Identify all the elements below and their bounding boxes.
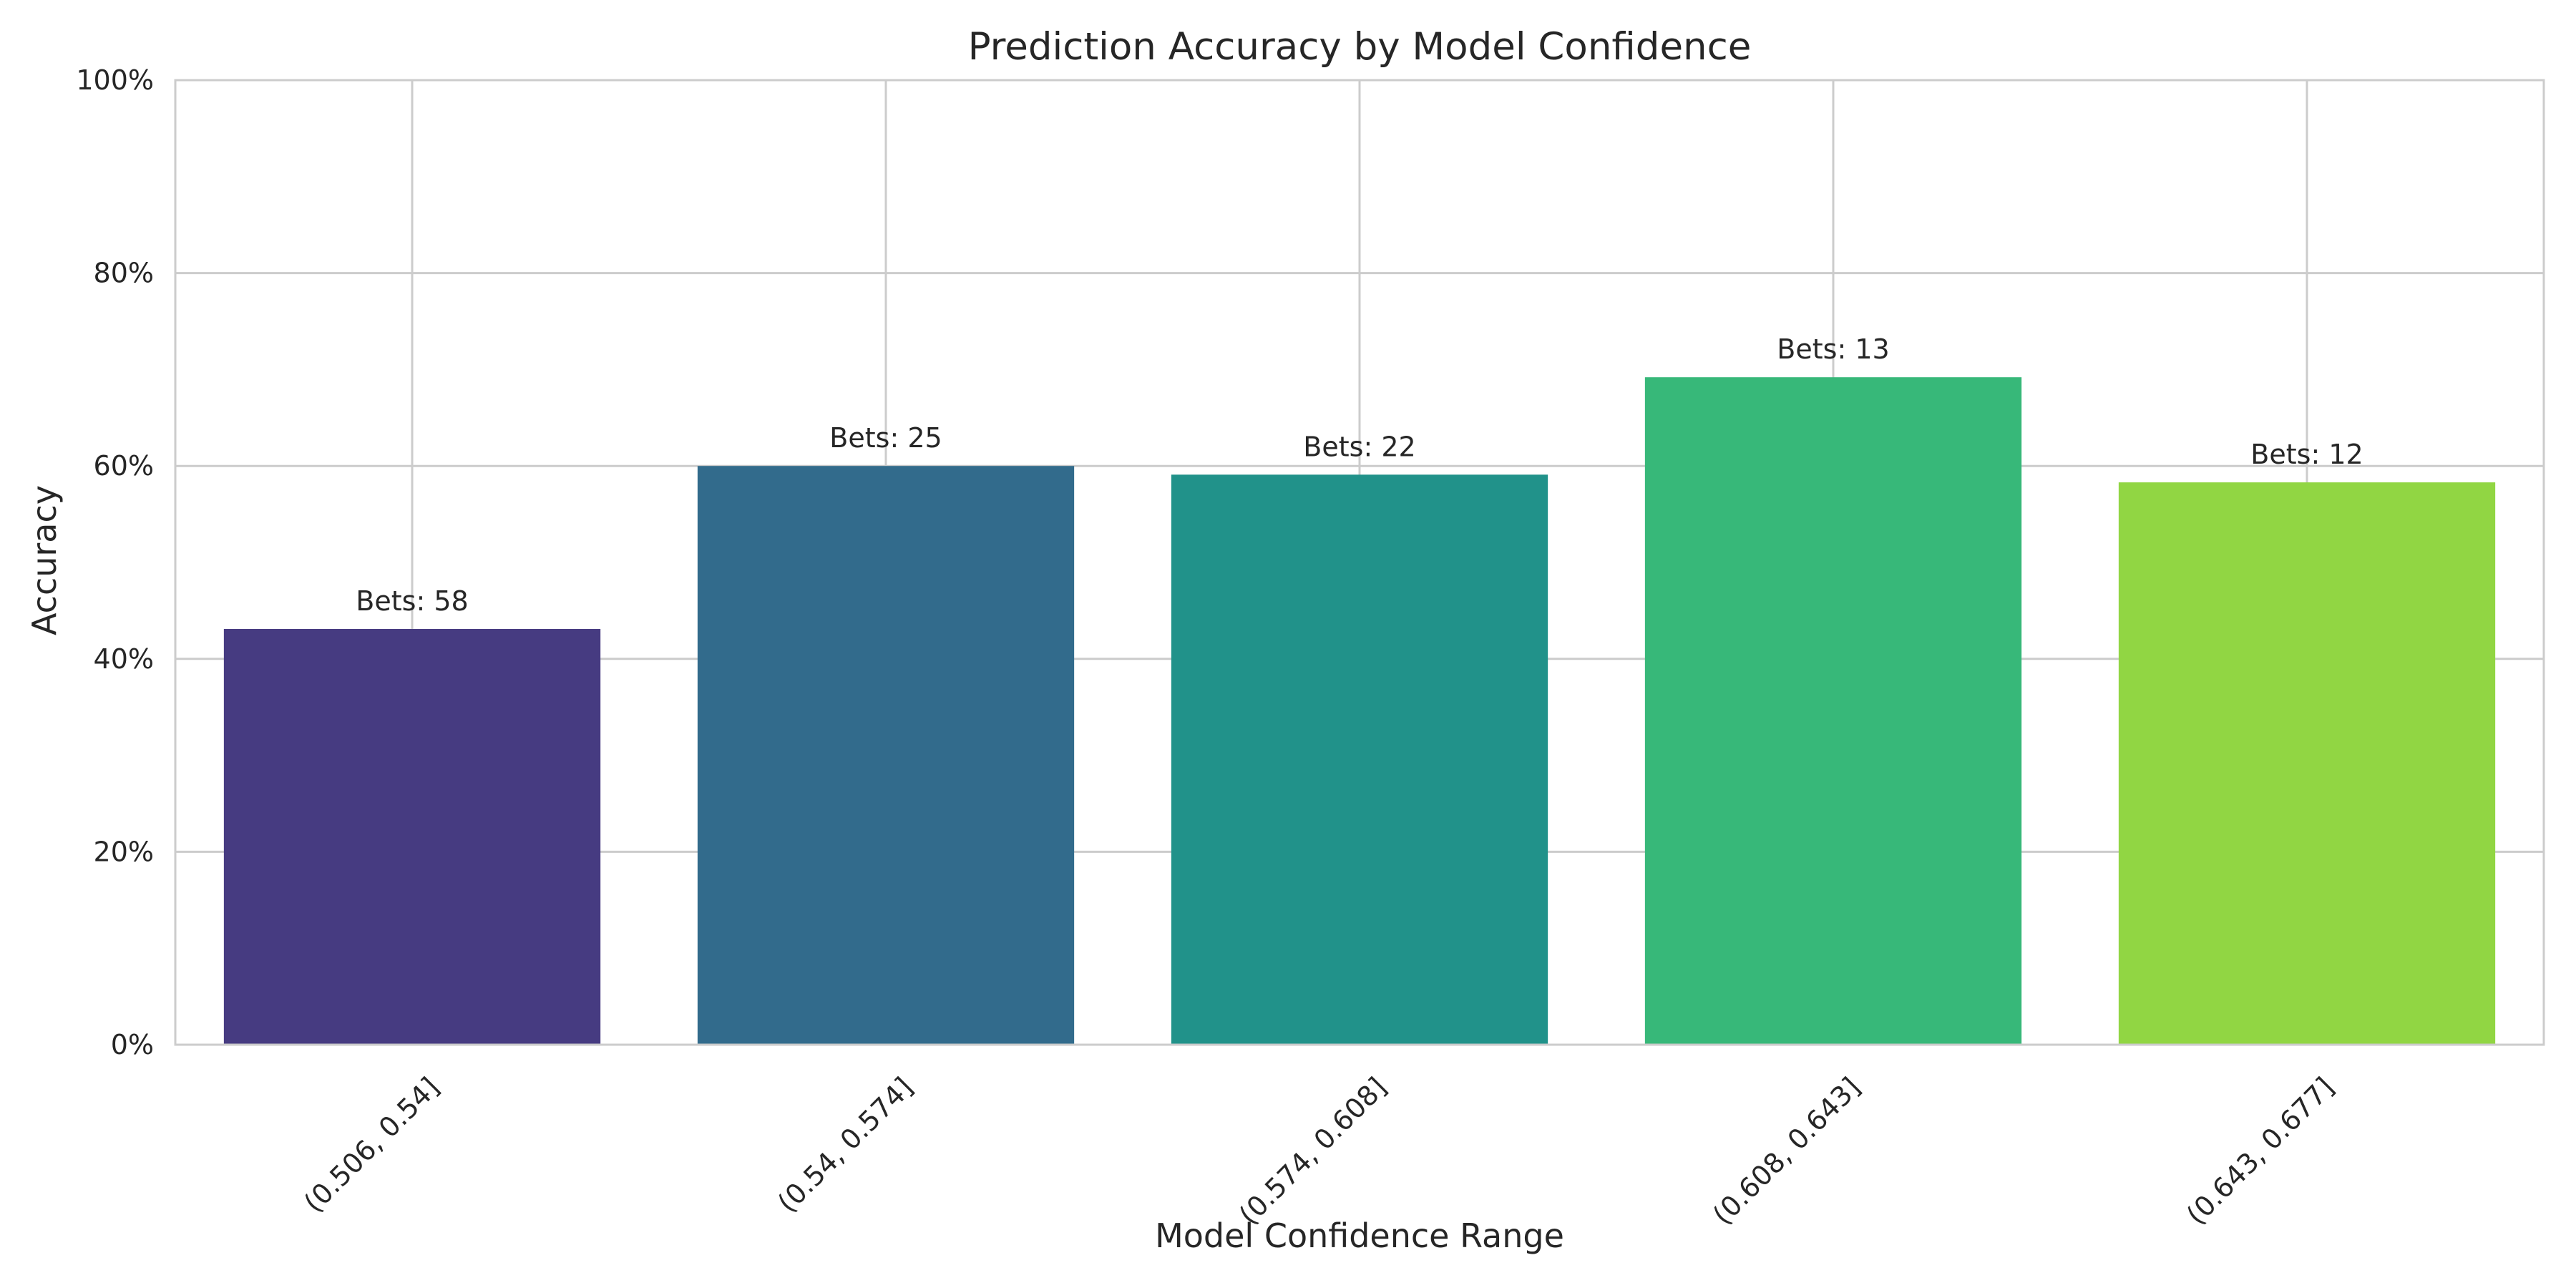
x-tick-label: (0.506, 0.54] bbox=[298, 1071, 445, 1219]
bar-data-label: Bets: 13 bbox=[1777, 333, 1889, 365]
y-tick-label: 20% bbox=[94, 836, 154, 867]
bar bbox=[2118, 482, 2496, 1045]
bar-layer bbox=[223, 377, 2496, 1045]
y-axis-ticks: 0% 20% 40% 60% 80% 100% bbox=[76, 64, 154, 1060]
data-label-layer: Bets: 58 Bets: 25 Bets: 22 Bets: 13 Bets: 12 bbox=[356, 333, 2363, 617]
bar bbox=[223, 629, 601, 1045]
plot-frame bbox=[174, 79, 2545, 1046]
x-axis-label: Model Confidence Range bbox=[1155, 1216, 1564, 1255]
y-axis-label: Accuracy bbox=[25, 485, 64, 635]
x-tick-label: (0.574, 0.608] bbox=[1233, 1071, 1392, 1231]
bar bbox=[1171, 474, 1548, 1045]
bar-data-label: Bets: 12 bbox=[2250, 439, 2363, 470]
x-tick-label: (0.643, 0.677] bbox=[2180, 1071, 2340, 1231]
y-tick-label: 0% bbox=[111, 1029, 154, 1060]
bar-data-label: Bets: 22 bbox=[1303, 431, 1415, 462]
x-axis-ticks: (0.506, 0.54] (0.54, 0.574] (0.574, 0.608]… bbox=[298, 1071, 2340, 1231]
x-tick-label: (0.54, 0.574] bbox=[771, 1071, 919, 1219]
y-tick-label: 80% bbox=[94, 258, 154, 289]
y-tick-label: 100% bbox=[76, 64, 154, 96]
bar-data-label: Bets: 58 bbox=[356, 585, 468, 617]
bar-data-label: Bets: 25 bbox=[829, 422, 942, 454]
y-tick-label: 40% bbox=[94, 643, 154, 675]
y-tick-label: 60% bbox=[94, 450, 154, 482]
x-tick-label: (0.608, 0.643] bbox=[1707, 1071, 1866, 1231]
chart-title: Prediction Accuracy by Model Confidence bbox=[968, 25, 1752, 69]
bar bbox=[1644, 377, 2022, 1045]
bar bbox=[697, 466, 1075, 1045]
